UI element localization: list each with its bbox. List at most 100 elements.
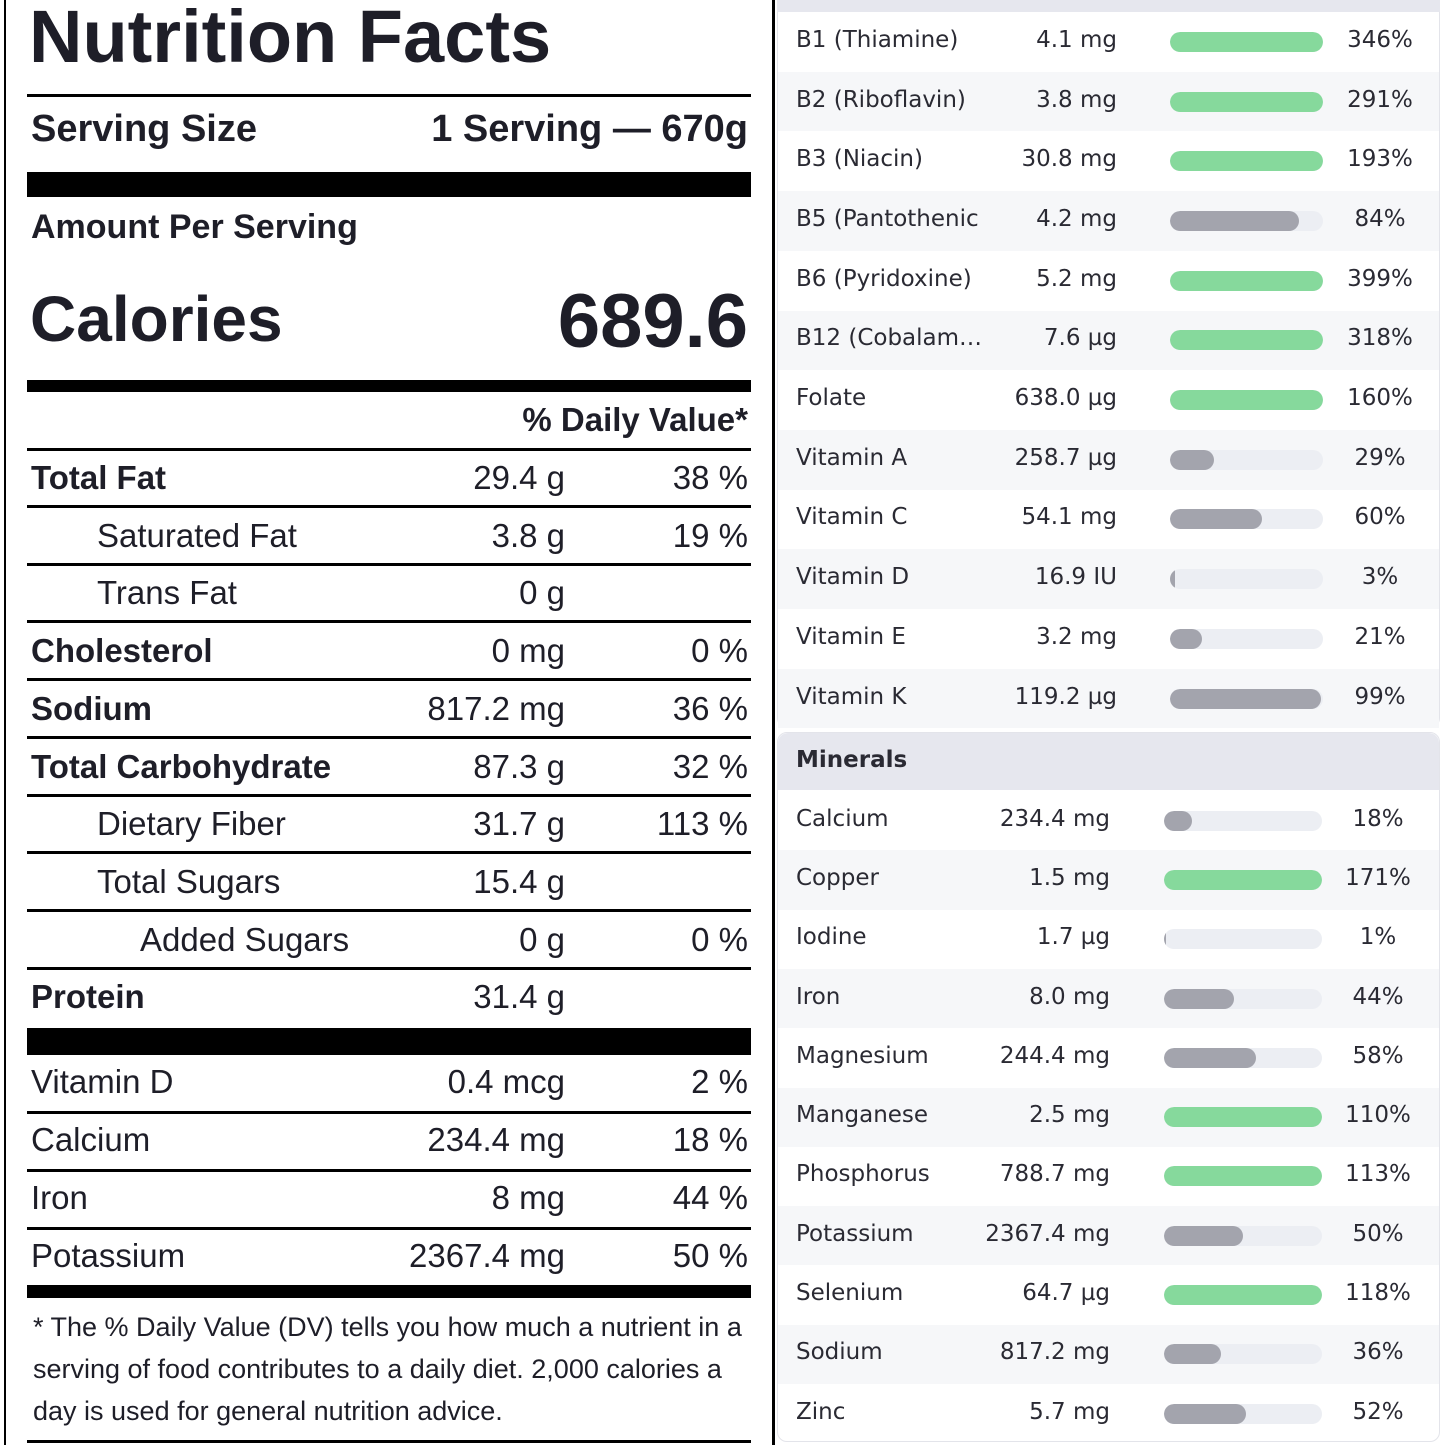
bar	[1164, 810, 1193, 831]
item-dv: 18%	[1352, 805, 1404, 832]
nutrient-name: Total Fat	[31, 459, 167, 496]
item-name: B3 (Niacin)	[796, 146, 923, 173]
item-name: Vitamin E	[796, 623, 906, 650]
rule	[27, 562, 751, 566]
item-name: Iodine	[796, 924, 867, 951]
nutrient-dv: 38 %	[672, 459, 748, 496]
nutrient-name: Total Carbohydrate	[31, 747, 332, 785]
bar-track	[1170, 270, 1323, 291]
bar-track	[1164, 1403, 1322, 1424]
item-name: Vitamin K	[796, 683, 907, 710]
nutrient-name: Trans Fat	[97, 574, 237, 612]
bar	[1164, 1285, 1322, 1306]
item-dv: 110%	[1345, 1102, 1411, 1129]
item-amount: 3.8 mg	[1036, 86, 1117, 113]
amount-per-serving: Amount Per Serving	[31, 208, 358, 246]
item-dv: 44%	[1352, 983, 1404, 1010]
rule	[27, 1111, 751, 1114]
item-amount: 4.1 mg	[1036, 26, 1117, 53]
item-name: Magnesium	[796, 1042, 929, 1069]
item-amount: 8.0 mg	[1029, 983, 1110, 1010]
bar-track	[1170, 688, 1323, 709]
item-name: Manganese	[796, 1102, 929, 1129]
row-bg	[778, 71, 1439, 132]
bar	[1170, 569, 1175, 590]
nutrient-name: Saturated Fat	[97, 516, 297, 554]
item-amount: 2367.4 mg	[985, 1220, 1110, 1247]
bar	[1164, 1225, 1243, 1246]
nutrient-dv: 2 %	[691, 1063, 748, 1100]
row-bg	[778, 429, 1439, 490]
bar-track	[1164, 869, 1322, 890]
rule	[27, 620, 751, 624]
nutrient-amount: 0.4 mcg	[447, 1063, 565, 1100]
item-amount: 30.8 mg	[1021, 146, 1117, 173]
footnote: * The % Daily Value (DV) tells you how m…	[33, 1312, 742, 1426]
bar	[1170, 390, 1323, 411]
bar	[1164, 869, 1322, 890]
border	[4, 0, 6, 1445]
panel-header	[777, 0, 1440, 12]
minerals-header	[778, 733, 1439, 790]
nutrient-dv: 0 %	[691, 632, 748, 670]
serving-size-value: 1 Serving — 670g	[431, 108, 748, 150]
bar	[1170, 449, 1215, 470]
nutrient-amount: 29.4 g	[473, 459, 565, 496]
bar-track	[1170, 91, 1323, 112]
calories-value: 689.6	[557, 279, 748, 364]
serving-size-label: Serving Size	[31, 108, 257, 150]
item-dv: 84%	[1354, 205, 1406, 232]
nutrient-dv: 32 %	[672, 747, 748, 785]
item-amount: 16.9 IU	[1034, 564, 1117, 591]
nutrient-dv: 19 %	[672, 516, 748, 554]
bar	[1164, 1403, 1247, 1424]
nutrient-amount: 15.4 g	[473, 862, 565, 900]
bar-track	[1164, 1225, 1322, 1246]
rule	[27, 448, 751, 451]
item-name: B5 (Pantothenic	[796, 205, 979, 232]
nutrient-name: Calcium	[31, 1121, 151, 1158]
item-dv: 399%	[1347, 265, 1413, 292]
item-name: Phosphorus	[796, 1161, 930, 1188]
bar-track	[1170, 569, 1323, 590]
item-dv: 113%	[1345, 1161, 1411, 1188]
item-dv: 58%	[1352, 1042, 1404, 1069]
item-name: Calcium	[796, 805, 889, 832]
bar	[1170, 628, 1203, 649]
row-bg	[778, 310, 1439, 371]
daily-value-header: % Daily Value*	[522, 401, 748, 438]
item-dv: 3%	[1361, 564, 1399, 591]
item-dv: 52%	[1352, 1398, 1404, 1425]
bar-track	[1170, 390, 1323, 411]
minerals-card	[777, 732, 1440, 1442]
bar	[1170, 270, 1323, 291]
nutrient-name: Cholesterol	[31, 632, 213, 670]
item-amount: 638.0 µg	[1014, 385, 1117, 412]
item-name: Potassium	[796, 1220, 914, 1247]
item-dv: 118%	[1345, 1280, 1411, 1307]
rule	[27, 678, 751, 682]
item-name: Vitamin D	[796, 564, 910, 591]
item-amount: 788.7 mg	[999, 1161, 1110, 1188]
item-dv: 160%	[1347, 385, 1413, 412]
minerals-title: Minerals	[796, 747, 908, 773]
item-name: Folate	[796, 385, 867, 412]
item-amount: 1.7 µg	[1036, 924, 1110, 951]
nutrient-name: Added Sugars	[140, 920, 350, 958]
rule	[27, 1169, 751, 1172]
nutrient-amount: 8 mg	[491, 1179, 565, 1216]
rule	[27, 966, 751, 970]
item-name: Iron	[796, 983, 841, 1010]
bar	[1170, 31, 1323, 52]
item-name: B6 (Pyridoxine)	[796, 265, 972, 292]
row-bg	[778, 668, 1439, 729]
rule	[27, 380, 751, 392]
rule	[27, 735, 751, 739]
row-bg	[778, 968, 1439, 1029]
row-bg	[778, 1206, 1439, 1266]
item-dv: 29%	[1354, 444, 1406, 471]
item-amount: 7.6 µg	[1043, 325, 1117, 352]
rule	[27, 908, 751, 912]
row-bg	[778, 850, 1439, 910]
